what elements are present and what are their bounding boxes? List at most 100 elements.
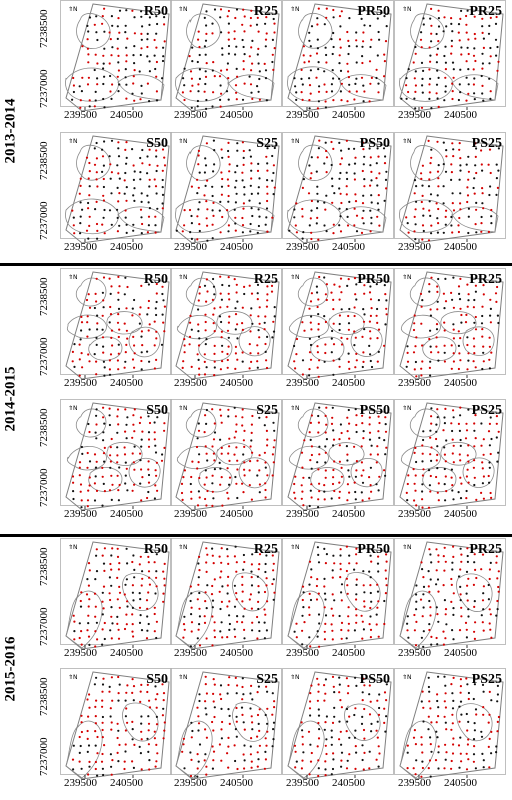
sample-point-red <box>406 767 409 770</box>
sample-point-red <box>497 590 500 593</box>
sample-point-red <box>301 735 304 738</box>
x-tick-label: 239500 <box>174 647 207 659</box>
sample-point-red <box>377 635 380 638</box>
sample-point-dark <box>140 200 143 203</box>
sample-point-red <box>429 707 432 710</box>
sample-point-dark <box>339 215 342 218</box>
sample-point-dark <box>308 504 311 508</box>
sample-point-red <box>309 692 312 695</box>
map-plot <box>170 132 282 244</box>
sample-point-red <box>444 460 447 463</box>
sample-point-red <box>360 76 364 79</box>
sample-point-dark <box>124 360 127 363</box>
sample-point-red <box>414 52 417 55</box>
field-boundary <box>287 3 392 112</box>
sample-point-dark <box>79 338 82 341</box>
sample-point-dark <box>211 105 214 108</box>
sample-point-dark <box>348 554 351 557</box>
sample-point-dark <box>117 699 120 702</box>
sample-point-red <box>234 367 237 370</box>
sample-point-red <box>133 408 136 411</box>
sample-point-dark <box>147 490 150 494</box>
sample-point-red <box>101 699 104 702</box>
sample-point-dark <box>103 460 106 463</box>
sample-point-dark <box>79 201 82 204</box>
sample-point-dark <box>109 177 112 180</box>
field-boundary <box>175 541 280 650</box>
sample-point-dark <box>258 77 261 81</box>
sample-point-red <box>332 343 336 346</box>
sample-point-red <box>300 721 303 724</box>
sample-point-red <box>309 421 312 424</box>
sample-point-red <box>117 275 120 278</box>
sample-point-dark <box>196 60 199 64</box>
sample-point-dark <box>257 591 260 594</box>
zone-outline <box>176 315 217 340</box>
sample-point-dark <box>323 162 326 165</box>
sample-point-red <box>451 484 454 487</box>
sample-point-dark <box>362 430 365 433</box>
sample-point-red <box>228 722 231 725</box>
sample-point-dark <box>132 194 135 197</box>
sample-point-red <box>243 461 246 464</box>
sample-point-dark <box>154 444 157 447</box>
zone-outline <box>440 441 477 466</box>
sample-point-red <box>482 293 485 296</box>
sample-point-red <box>133 366 136 369</box>
sample-point-red <box>346 592 349 595</box>
sample-point-dark <box>330 163 333 167</box>
sample-point-red <box>242 163 245 166</box>
sample-point-red <box>436 408 439 411</box>
sample-point-red <box>86 499 90 502</box>
sample-point-red <box>219 275 222 278</box>
sample-point-dark <box>133 16 136 19</box>
sample-point-red <box>378 475 381 478</box>
sample-point-dark <box>103 75 106 78</box>
sample-point-dark <box>219 84 222 87</box>
sample-point-red <box>473 352 476 355</box>
x-tick-label: 240500 <box>220 241 253 253</box>
sample-point-dark <box>459 169 462 172</box>
sample-point-red <box>264 38 268 41</box>
sample-point-red <box>88 430 91 434</box>
sample-point-dark <box>196 192 199 195</box>
sample-point-red <box>302 45 305 48</box>
sample-point-red <box>340 628 343 632</box>
sample-point-dark <box>370 444 373 447</box>
sample-point-red <box>197 163 200 166</box>
sample-point-dark <box>494 22 498 25</box>
sample-point-red <box>211 32 214 35</box>
sample-point-dark <box>183 84 186 87</box>
sample-point-dark <box>415 593 418 596</box>
sample-point-red <box>324 622 327 625</box>
zone-outline <box>176 445 217 470</box>
sample-point-red <box>117 313 120 316</box>
sample-point-red <box>481 621 484 624</box>
sample-point-dark <box>497 147 500 150</box>
sample-point-red <box>421 615 424 618</box>
sample-point-red <box>118 328 121 331</box>
sample-point-dark <box>368 750 371 753</box>
sample-point-dark <box>309 69 312 72</box>
sample-point-red <box>317 90 321 93</box>
sample-point-dark <box>257 621 261 624</box>
sample-point-dark <box>415 185 418 188</box>
sample-point-dark <box>331 406 334 409</box>
sample-point-red <box>256 169 260 172</box>
sample-point-red <box>495 555 498 558</box>
sample-point-red <box>331 675 335 678</box>
sample-point-dark <box>496 608 499 611</box>
sample-point-dark <box>325 194 328 197</box>
sample-point-dark <box>241 179 244 182</box>
x-tick-label: 239500 <box>64 508 97 520</box>
sample-point-red <box>460 760 463 763</box>
sample-point-red <box>226 752 229 755</box>
sample-point-dark <box>80 767 83 770</box>
sample-point-red <box>257 47 260 51</box>
sample-point-red <box>220 336 223 339</box>
sample-point-red <box>117 17 120 20</box>
sample-point-dark <box>495 163 498 166</box>
sample-point-dark <box>132 178 135 181</box>
map-plot <box>394 538 506 650</box>
sample-point-red <box>338 54 341 57</box>
